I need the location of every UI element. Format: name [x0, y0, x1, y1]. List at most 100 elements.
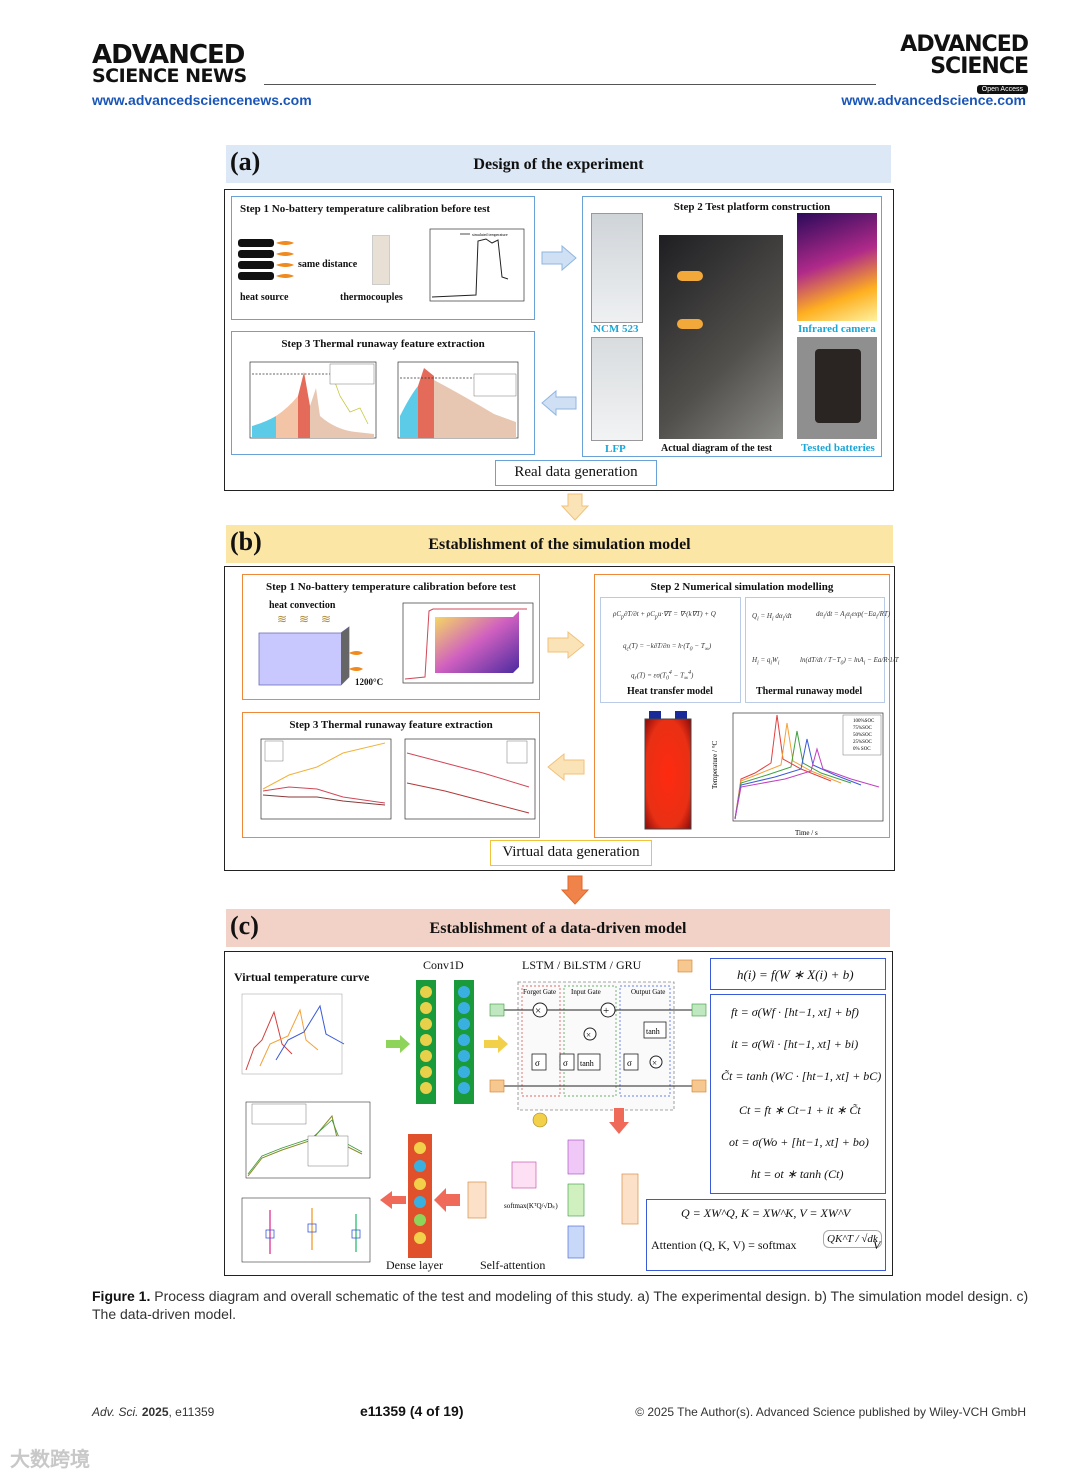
tested-batteries-label: Tested batteries: [801, 442, 875, 454]
heat-source-icon: [238, 239, 294, 280]
arrow-left-icon: [380, 1191, 406, 1209]
tr-feature-chart-lfp: [397, 361, 519, 439]
panel-c-banner: (c) Establishment of a data-driven model: [226, 909, 890, 947]
svg-text:softmax(KᵀQ/√Dₖ): softmax(KᵀQ/√Dₖ): [504, 1202, 558, 1210]
svg-text:≋: ≋: [299, 613, 309, 626]
panel-b-step2: Step 2 Numerical simulation modelling ρC…: [594, 574, 899, 838]
panel-b-label: (b): [230, 527, 262, 556]
arrow-down-icon: [609, 1108, 629, 1134]
lstm-equation-box: ft = σ(Wf · [ht−1, xt] + bf) it = σ(Wi ·…: [710, 994, 886, 1194]
caption-text: Process diagram and overall schematic of…: [92, 1288, 1029, 1322]
calibration-curve-chart: simulated temperature: [429, 228, 525, 302]
heat-transfer-model-label: Heat transfer model: [627, 686, 713, 697]
hidden-state-equation: ht = ot ∗ tanh (Ct): [751, 1167, 844, 1181]
arrow-right-icon: [386, 1035, 410, 1053]
panel-b-step1-title: Step 1 No-battery temperature calibratio…: [265, 581, 517, 593]
journal-logo-line2: SCIENCE: [930, 54, 1029, 79]
virtual-curve-3d-chart: [241, 993, 345, 1075]
lfp-label: LFP: [605, 443, 626, 455]
svg-text:σ: σ: [627, 1058, 632, 1068]
soc-legend-0: 0% SOC: [853, 747, 871, 752]
temperature-axis-label: Temperature / °C: [711, 740, 719, 789]
publisher-url[interactable]: www.advancedsciencenews.com: [92, 92, 312, 108]
infrared-camera-label: Infrared camera: [798, 323, 876, 335]
qkv-equation: Q = XW^Q, K = XW^K, V = XW^V: [681, 1206, 851, 1220]
thermocouples-label: thermocouples: [340, 292, 403, 303]
temperature-comparison-chart: [245, 1101, 371, 1179]
panel-b-step3: Step 3 Thermal runaway feature extractio…: [242, 712, 540, 838]
arrow-right-icon: [484, 1035, 508, 1053]
journal-name: Adv. Sci.: [92, 1405, 139, 1419]
panel-a-step3-title: Step 3 Thermal runaway feature extractio…: [281, 338, 485, 350]
attention-equation-box: Q = XW^Q, K = XW^K, V = XW^V Attention (…: [646, 1199, 886, 1271]
panel-a-step1-title: Step 1 No-battery temperature calibratio…: [240, 203, 491, 215]
lstm-cell-diagram: Forget Gate Input Gate Output Gate × + ×…: [489, 959, 707, 1128]
heat-transfer-model-box: ρCp∂T/∂t + ρCpu·∇T = ∇·(k∇T) + Q qc(T) =…: [600, 597, 741, 703]
svg-text:tanh: tanh: [580, 1059, 594, 1068]
virtual-data-generation-label: Virtual data generation: [490, 840, 652, 866]
virtual-curve-title: Virtual temperature curve: [234, 970, 370, 984]
publisher-logo-line1: ADVANCED: [92, 40, 245, 70]
panel-a-label: (a): [230, 147, 261, 176]
candidate-state-equation: C̃t = tanh (WC · [ht−1, xt] + bC): [721, 1069, 882, 1083]
soc-legend-50: 50%SOC: [853, 733, 873, 738]
figure-caption: Figure 1. Process diagram and overall sc…: [92, 1287, 1032, 1323]
calibration-legend: simulated temperature: [472, 232, 508, 237]
temperature-1200-label: 1200°C: [355, 677, 384, 687]
attention-fraction: QK^T / √dk: [823, 1230, 882, 1248]
cnn-equation-box: h(i) = f(W ∗ X(i) + b): [710, 958, 886, 990]
panel-a-step2: Step 2 Test platform construction NCM 52…: [582, 196, 882, 457]
panel-b-step3-title: Step 3 Thermal runaway feature extractio…: [289, 719, 493, 731]
calibration-sim-chart: [402, 602, 534, 684]
test-setup-photo: [659, 235, 783, 439]
publisher-logo-line2: SCIENCE NEWS: [92, 65, 247, 87]
citation: Adv. Sci. 2025, e11359: [92, 1405, 214, 1419]
arrow-down-icon: [560, 493, 590, 521]
input-gate-label: Input Gate: [571, 988, 601, 996]
journal-year: 2025: [141, 1405, 169, 1419]
panel-a-banner: (a) Design of the experiment: [226, 145, 891, 183]
panel-c-title: Establishment of a data-driven model: [429, 920, 687, 937]
panel-b-title: Establishment of the simulation model: [428, 536, 691, 553]
infrared-image: [797, 213, 877, 321]
watermark: 大数跨境: [10, 1449, 90, 1471]
output-gate-label: Output Gate: [631, 988, 665, 996]
cell-state-equation: Ct = ft ∗ Ct−1 + it ∗ C̃t: [739, 1103, 861, 1117]
arrow-left-icon: [547, 752, 585, 782]
ncm-label: NCM 523: [593, 323, 639, 335]
forget-gate-label: Forget Gate: [523, 988, 556, 996]
attention-equation: Attention (Q, K, V) = softmax: [651, 1238, 797, 1252]
panel-a-step2-title: Step 2 Test platform construction: [673, 201, 831, 213]
arrow-down-icon: [560, 875, 590, 905]
prediction-error-chart: [241, 1197, 371, 1263]
svg-text:×: ×: [652, 1058, 657, 1068]
real-data-generation-label: Real data generation: [495, 460, 657, 486]
thermal-runaway-model-box: Qi = Hi dαi/dt dαi/dt = Aiαiexp(−Eai/RT)…: [745, 597, 899, 703]
article-number: , e11359: [168, 1405, 215, 1419]
panel-a-step1: Step 1 No-battery temperature calibratio…: [231, 196, 535, 320]
conv1d-label: Conv1D: [423, 958, 464, 972]
actual-diagram-label: Actual diagram of the test: [661, 443, 773, 454]
output-gate-equation: ot = σ(Wo + [ht−1, xt] + bo): [729, 1135, 869, 1149]
arrow-right-icon: [547, 630, 585, 660]
svg-text:σ: σ: [563, 1058, 568, 1068]
svg-text:σ: σ: [535, 1058, 540, 1068]
panel-b-step1: Step 1 No-battery temperature calibratio…: [242, 574, 540, 700]
svg-text:≋: ≋: [321, 613, 331, 626]
self-attention-diagram: softmax(KᵀQ/√Dₖ): [408, 1134, 639, 1259]
same-distance-label: same distance: [298, 259, 358, 270]
attention-v: V: [873, 1238, 881, 1252]
cnn-equation: h(i) = f(W ∗ X(i) + b): [737, 967, 854, 982]
tr-feature-chart-ncm: [249, 361, 377, 439]
journal-url[interactable]: www.advancedscience.com: [841, 92, 1026, 108]
distance-feature-chart: [404, 738, 536, 820]
arrow-right-icon: [541, 244, 577, 272]
thermocouple-photo: [372, 235, 390, 285]
journal-logo-line1: ADVANCED: [900, 32, 1029, 57]
cell-block-3d: ≋ ≋ ≋: [258, 613, 363, 686]
svg-text:≋: ≋: [277, 613, 287, 626]
heat-source-label: heat source: [240, 292, 289, 303]
heat-convection-label: heat convection: [269, 600, 336, 611]
arrow-left-icon: [541, 389, 577, 417]
page-number: e11359 (4 of 19): [360, 1403, 464, 1419]
